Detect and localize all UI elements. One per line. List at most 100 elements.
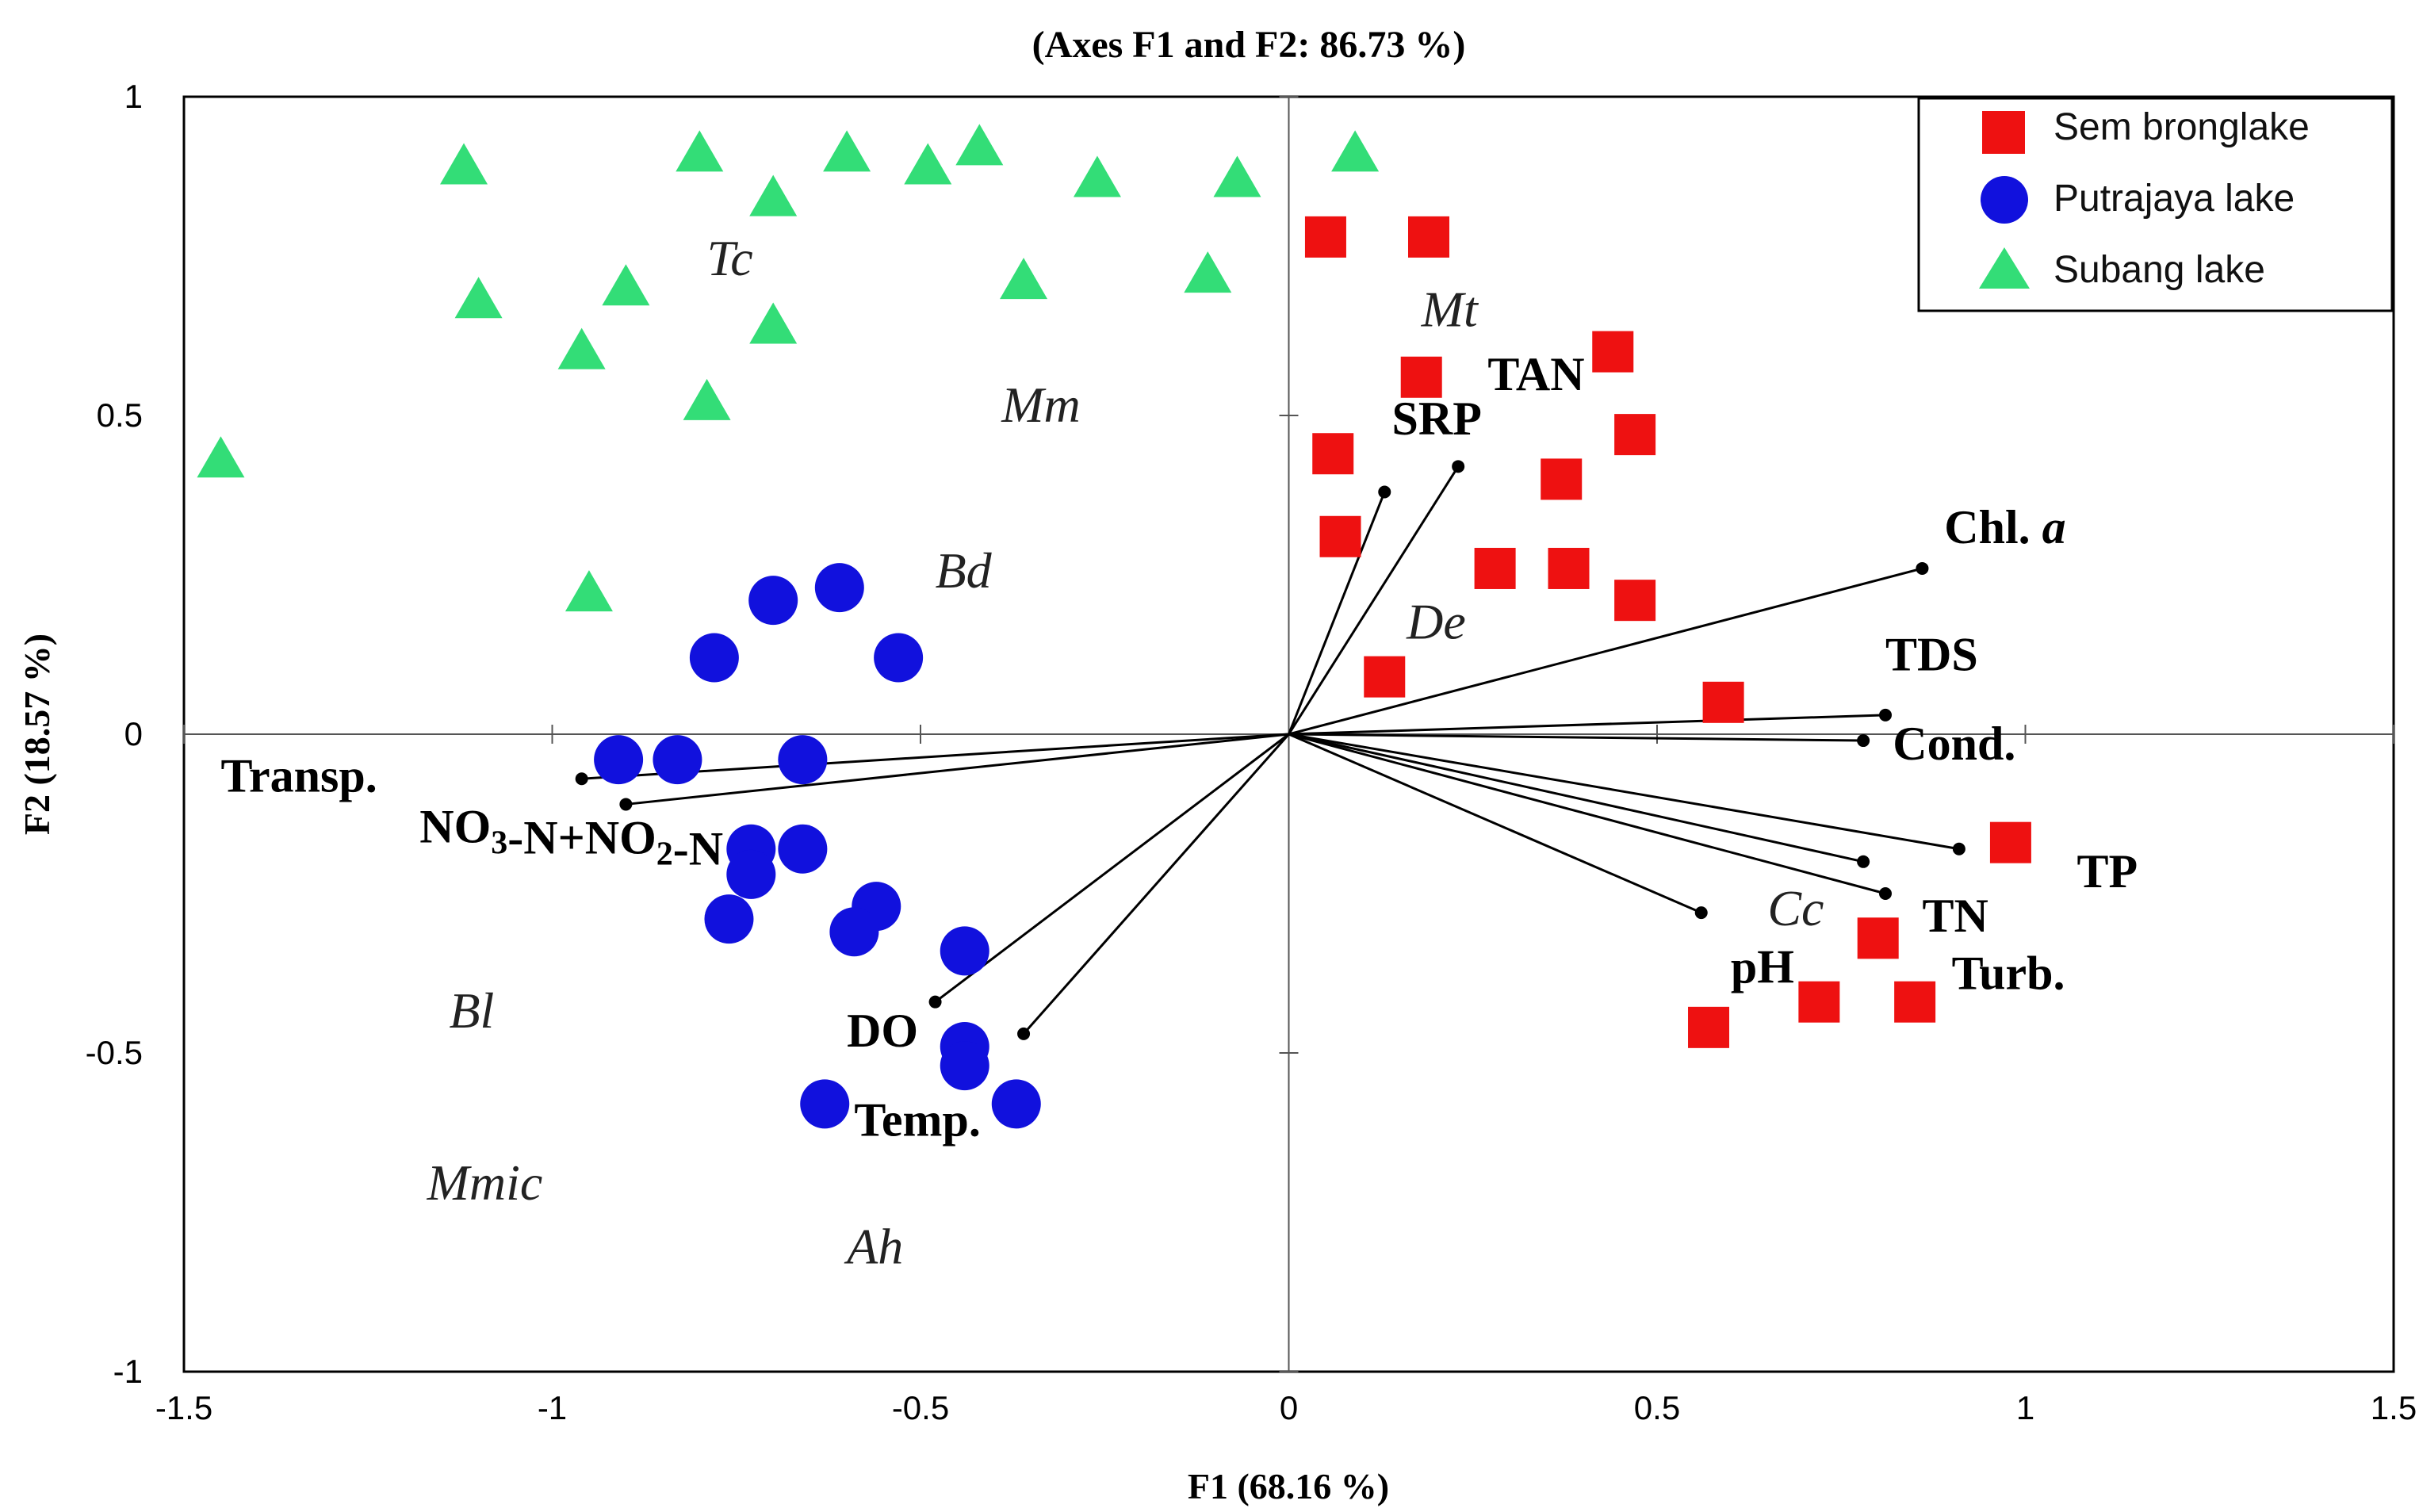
sembrong-lake-point	[1989, 821, 2031, 863]
vector-tds	[1288, 714, 1886, 736]
subang-lake-point	[440, 143, 488, 185]
vector-label-turb: Turb.	[1952, 947, 2065, 1000]
vector-tip-chl-a	[1916, 561, 1929, 575]
x-tick-label: 0.5	[1634, 1389, 1680, 1426]
subang-lake-point	[749, 174, 798, 216]
subang-lake-point	[749, 302, 798, 344]
vector-label-srp: SRP	[1392, 392, 1482, 445]
vector-label-tn: TN	[1922, 890, 1988, 942]
subang-lake-point	[683, 378, 731, 420]
sembrong-lake-point	[1400, 356, 1442, 398]
sembrong-lake-point	[1364, 656, 1406, 698]
putrajaya-lake-point	[689, 633, 739, 683]
vector-label-cond: Cond.	[1893, 718, 2015, 770]
vector-label-chl: Chl. a	[1944, 501, 2065, 553]
putrajaya-lake-point	[594, 735, 644, 785]
legend-label-subang: Subang lake	[2053, 249, 2265, 291]
subang-lake-point	[1331, 130, 1380, 172]
vector-tip-turb	[1857, 855, 1870, 868]
legend-marker-subang	[1979, 247, 2030, 289]
observation-points	[197, 124, 2031, 1129]
putrajaya-lake-point	[829, 907, 879, 957]
vector-temp	[1022, 733, 1290, 1035]
putrajaya-lake-point	[704, 894, 754, 944]
sembrong-lake-point	[1592, 331, 1634, 373]
variable-vectors	[575, 460, 1965, 1040]
vector-tip-temp	[1017, 1027, 1031, 1040]
subang-lake-point	[1073, 155, 1121, 197]
vector-tan	[1288, 465, 1460, 735]
subang-lake-point	[454, 277, 503, 319]
subang-lake-point	[602, 264, 650, 306]
putrajaya-lake-point	[814, 563, 864, 613]
species-label-tc: Tc	[707, 230, 753, 286]
vector-label-temp: Temp.	[854, 1094, 981, 1146]
subang-lake-point	[1184, 251, 1232, 293]
sembrong-lake-point	[1548, 547, 1590, 589]
vector-tp	[1288, 733, 1960, 851]
vector-label-ph: pH	[1731, 941, 1794, 993]
putrajaya-lake-point	[800, 1079, 850, 1129]
subang-lake-point	[197, 436, 245, 478]
vector-ph	[1288, 733, 1702, 914]
vector-do	[934, 733, 1290, 1003]
legend-marker-sembrong	[1982, 111, 2025, 154]
subang-lake-point	[904, 143, 952, 185]
putrajaya-lake-point	[991, 1079, 1041, 1129]
subang-lake-point	[955, 124, 1004, 166]
vector-label-transp: Transp.	[220, 749, 377, 802]
sembrong-lake-point	[1798, 981, 1840, 1023]
y-tick-label: 0.5	[97, 396, 143, 434]
species-label-mm: Mm	[1001, 377, 1081, 433]
vector-tip-srp	[1378, 485, 1391, 499]
x-tick-label: -1	[538, 1389, 567, 1426]
species-label-bd: Bd	[936, 542, 993, 599]
sembrong-lake-point	[1474, 547, 1516, 589]
sembrong-lake-point	[1304, 216, 1346, 258]
vector-tn	[1288, 733, 1886, 895]
species-label-de: De	[1406, 593, 1466, 649]
putrajaya-lake-point	[874, 633, 924, 683]
vector-tip-tp	[1952, 842, 1965, 856]
vector-tip-transp	[575, 772, 588, 786]
subang-lake-point	[676, 130, 724, 172]
x-tick-label: 1	[2016, 1389, 2034, 1426]
vector-tip-do	[928, 995, 942, 1009]
vector-transp	[581, 733, 1289, 780]
vector-no3-n-no2-n	[626, 733, 1289, 806]
chart-title: (Axes F1 and F2: 86.73 %)	[1032, 24, 1466, 66]
vector-cond	[1288, 733, 1864, 742]
vector-label-do: DO	[847, 1005, 918, 1057]
subang-lake-point	[823, 130, 871, 172]
vector-tip-no3-n-no2-n	[619, 798, 633, 811]
sembrong-lake-point	[1312, 433, 1354, 475]
vector-label-no3-n-no2-n: NO3-N+NO2-N	[419, 801, 723, 875]
legend-label-putrajaya: Putrajaya lake	[2053, 178, 2295, 220]
vector-tip-ph	[1694, 906, 1708, 920]
y-tick-label: 1	[124, 78, 143, 115]
putrajaya-lake-point	[726, 849, 776, 899]
species-label-cc: Cc	[1767, 880, 1824, 936]
putrajaya-lake-point	[748, 576, 798, 626]
species-label-mt: Mt	[1421, 281, 1479, 337]
tick-labels: -1.5 -1 -0.5 0 0.5 1 1.5 -1 -0.5 0 0.5 1	[86, 78, 2417, 1426]
sembrong-lake-point	[1319, 515, 1361, 557]
y-axis-label: F2 (18.57 %)	[17, 634, 57, 835]
putrajaya-lake-point	[653, 735, 702, 785]
sembrong-lake-point	[1614, 414, 1656, 456]
x-tick-label: -0.5	[892, 1389, 949, 1426]
sembrong-lake-point	[1894, 981, 1936, 1023]
species-label-bl: Bl	[449, 982, 494, 1039]
putrajaya-lake-point	[778, 824, 828, 874]
subang-lake-point	[1213, 155, 1261, 197]
putrajaya-lake-point	[940, 926, 989, 976]
x-tick-label: 1.5	[2371, 1389, 2417, 1426]
species-label-ah: Ah	[844, 1218, 903, 1274]
subang-lake-point	[557, 327, 606, 369]
vector-tip-tan	[1452, 460, 1465, 473]
vector-turb	[1288, 733, 1864, 863]
y-tick-label: 0	[124, 715, 143, 752]
subang-lake-point	[1000, 258, 1048, 300]
